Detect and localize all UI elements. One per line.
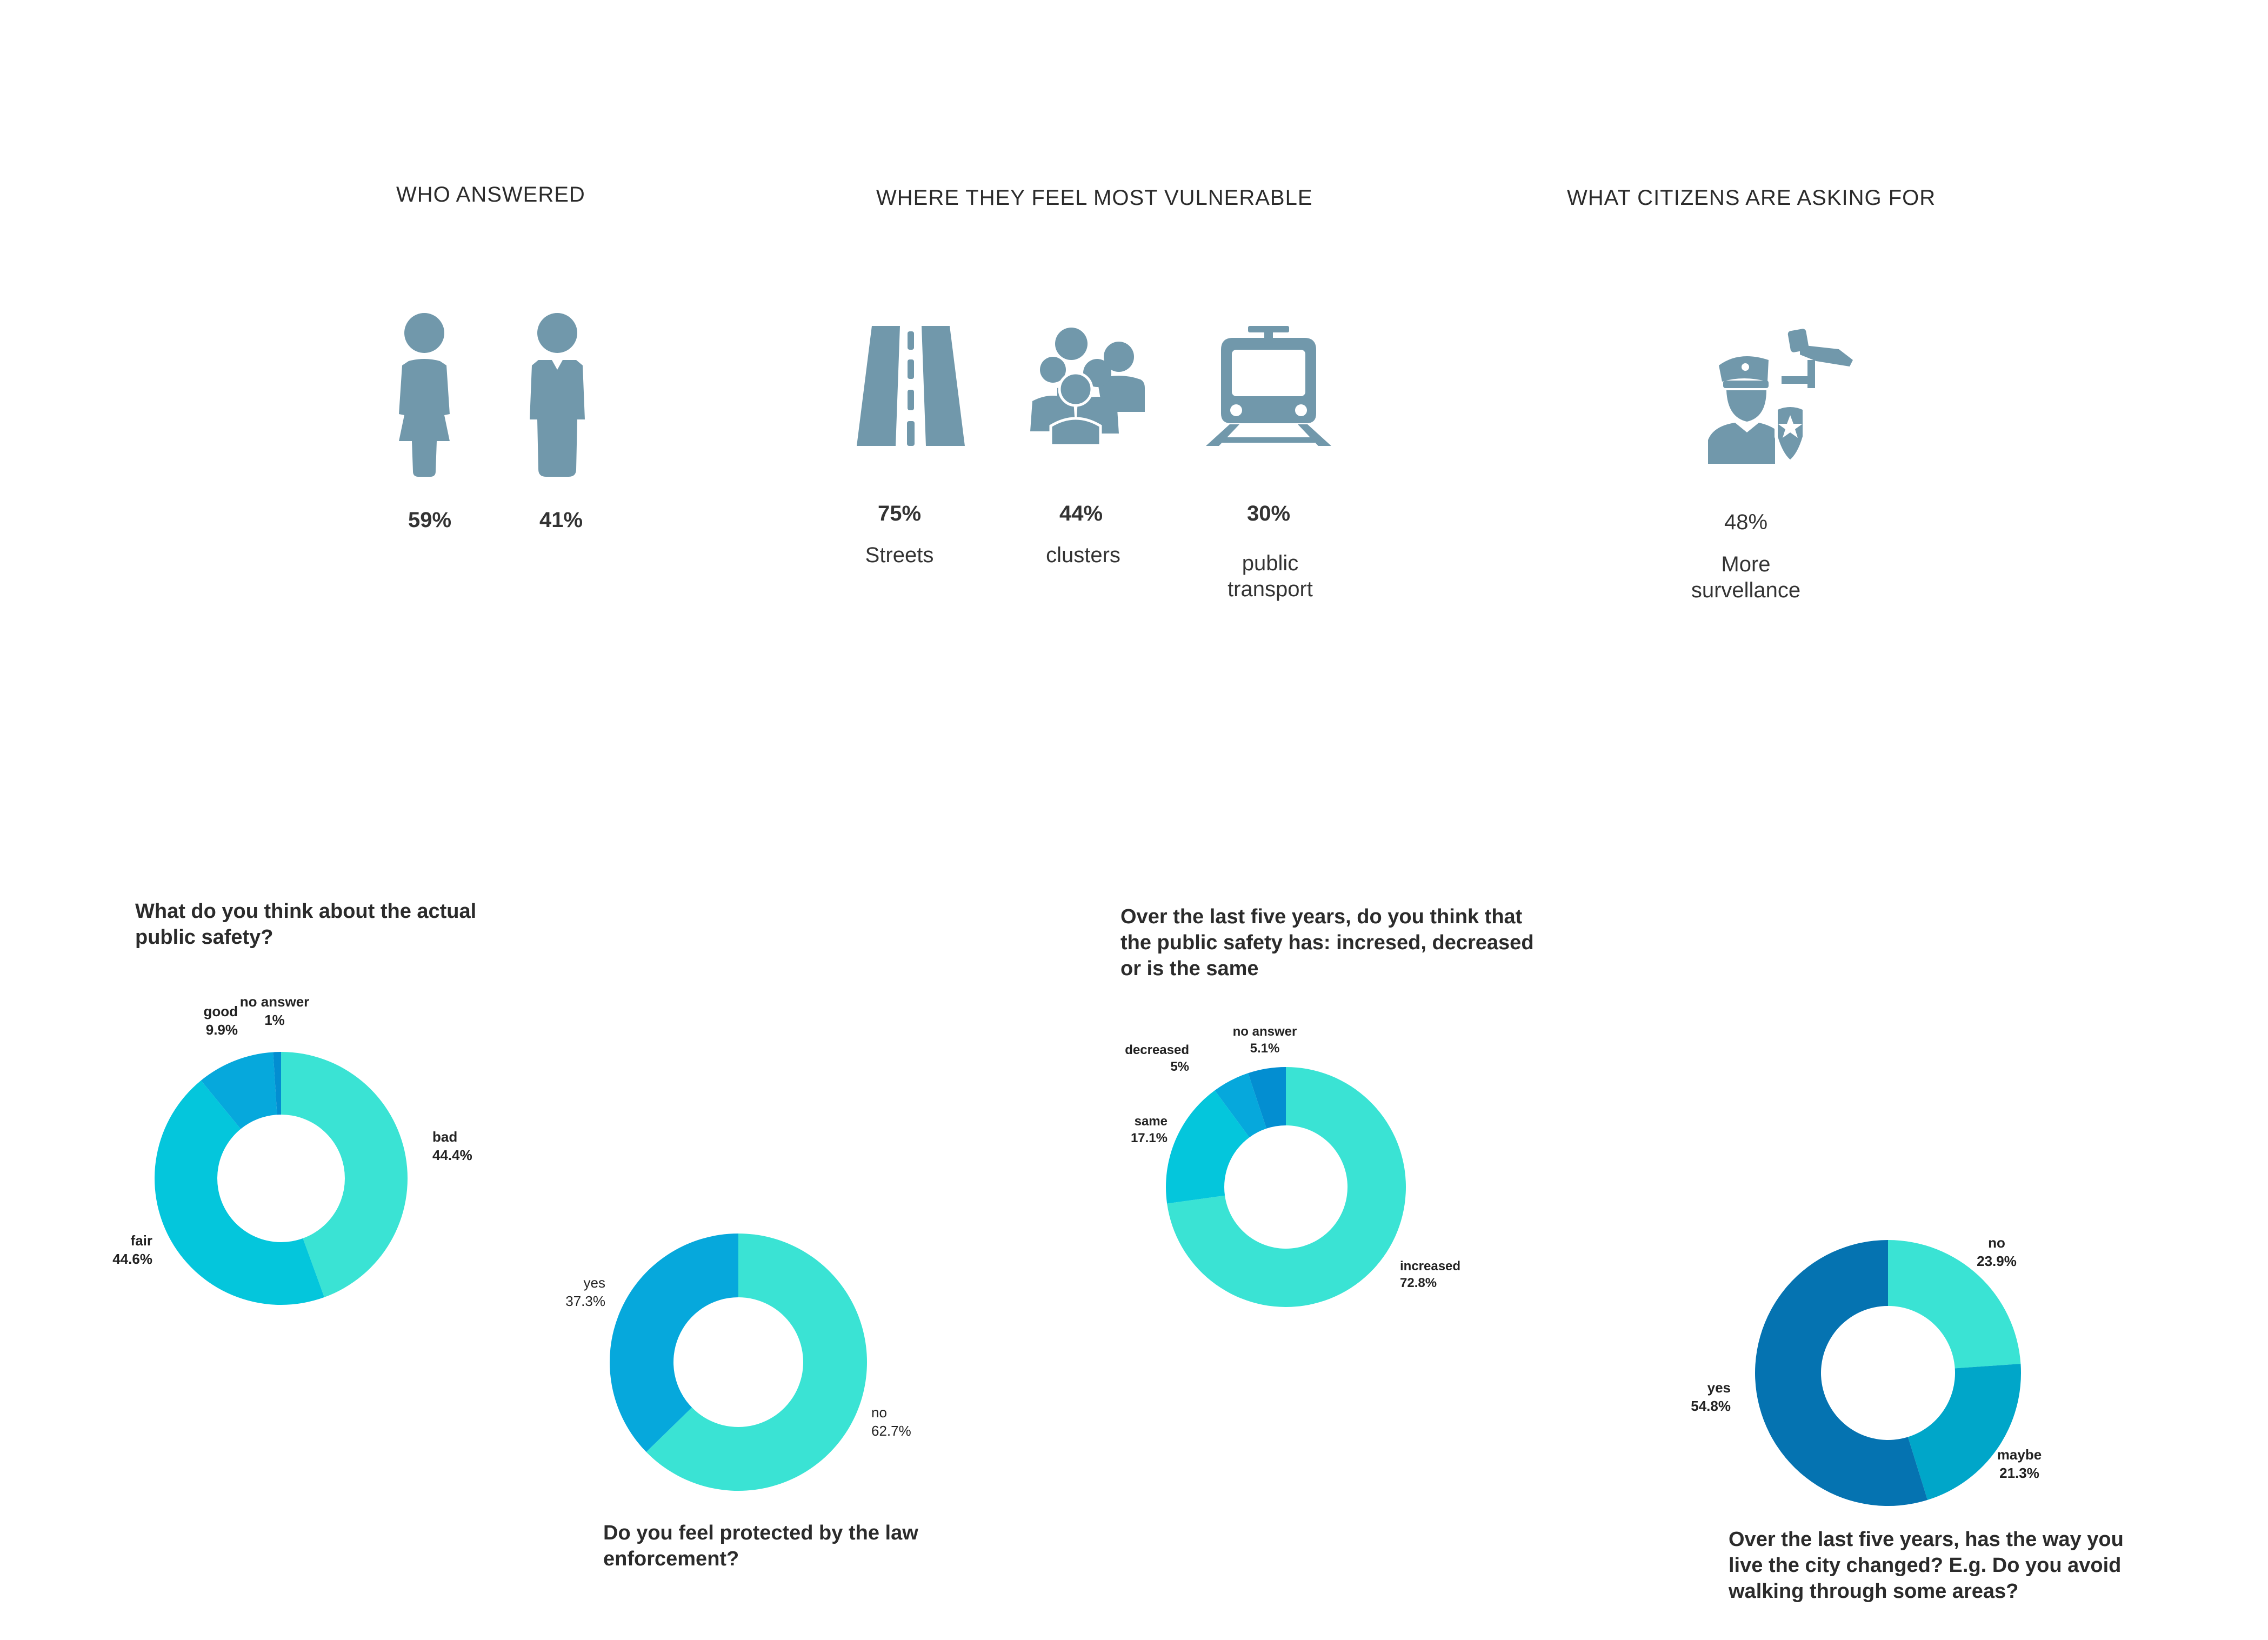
slice-yes	[610, 1234, 738, 1452]
slice-label-increased: increased 72.8%	[1400, 1259, 1460, 1290]
slice-increased	[1167, 1067, 1406, 1307]
surveillance-percent: 48%	[1724, 510, 1768, 534]
slice-no	[646, 1234, 868, 1491]
slice-label-no: no 62.7%	[871, 1404, 911, 1439]
man-icon	[528, 311, 587, 479]
police-surveillance-icon	[1708, 322, 1859, 464]
streets-percent: 75%	[877, 502, 922, 525]
woman-icon	[392, 311, 456, 479]
slice-no	[1888, 1240, 2021, 1369]
chart1-title: What do you think about the actual publi…	[135, 900, 477, 949]
asking-title: WHAT CITIZENS ARE ASKING FOR	[1567, 186, 1936, 210]
clusters-label: clusters	[1046, 543, 1120, 567]
slice-yes	[1755, 1240, 1928, 1506]
vulnerable-title: WHERE THEY FEEL MOST VULNERABLE	[876, 186, 1313, 210]
slice-fair	[154, 1080, 325, 1305]
crowd-icon	[1027, 325, 1145, 445]
chart2-title: Do you feel protected by the law enforce…	[603, 1522, 918, 1570]
slice-label-maybe: maybe 21.3%	[1997, 1446, 2042, 1481]
slice-good	[201, 1052, 277, 1129]
slice-label-same: same 17.1%	[1131, 1114, 1168, 1145]
slice-label-good: good 9.9%	[203, 1003, 238, 1038]
chart4-title: Over the last five years, has the way yo…	[1729, 1528, 2124, 1603]
slice-bad	[281, 1052, 408, 1297]
donut-chart-five-years: increased 72.8% same 17.1% decreased 5% no ans…	[1125, 1024, 1460, 1307]
streets-label: Streets	[865, 543, 934, 567]
donut-chart-protected: no 62.7% yes 37.3%	[565, 1234, 911, 1491]
donut-chart-public-safety: bad 44.4% fair 44.6% good 9.9%no answer 1%	[112, 994, 472, 1305]
who-answered-title: WHO ANSWERED	[396, 183, 585, 206]
surveillance-label: More survellance	[1691, 552, 1801, 602]
slice-label-no-answer: no answer 1%	[240, 994, 310, 1028]
slice-no-answer	[273, 1052, 281, 1115]
slice-label-yes: yes 37.3%	[565, 1275, 605, 1309]
donut-chart-city-changed: no 23.9% maybe 21.3% yes 54.8%	[1691, 1235, 2042, 1506]
road-icon	[857, 326, 965, 446]
slice-maybe	[1907, 1364, 2021, 1500]
men-percent: 41%	[539, 508, 583, 532]
women-percent: 59%	[408, 508, 452, 532]
slice-label-no: no 23.9%	[1977, 1235, 2017, 1269]
slice-label-no-answer: no answer 5.1%	[1233, 1024, 1297, 1056]
slice-no-answer	[1248, 1067, 1286, 1129]
slice-label-yes: yes 54.8%	[1691, 1379, 1731, 1414]
chart3-title: Over the last five years, do you think t…	[1120, 905, 1534, 980]
slice-label-fair: fair 44.6%	[112, 1232, 152, 1267]
transport-label: public transport	[1228, 551, 1313, 601]
train-icon	[1206, 326, 1331, 446]
transport-percent: 30%	[1246, 502, 1291, 525]
slice-decreased	[1215, 1073, 1267, 1138]
clusters-percent: 44%	[1059, 502, 1103, 525]
slice-label-bad: bad 44.4%	[432, 1129, 472, 1163]
slice-label-decreased: decreased 5%	[1125, 1043, 1189, 1074]
slice-same	[1166, 1090, 1250, 1204]
